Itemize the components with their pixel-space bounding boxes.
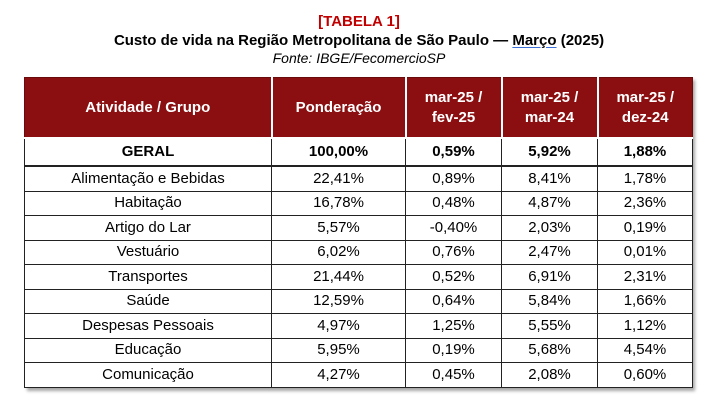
cell-mar25-mar24: 5,68% bbox=[501, 337, 598, 363]
cell-group: Alimentação e Bebidas bbox=[24, 165, 272, 192]
cell-weight: 5,57% bbox=[271, 215, 406, 241]
title-prefix: Custo de vida na Região Metropolitana de… bbox=[113, 32, 513, 49]
table-row: Comunicação 4,27% 0,45% 2,08% 0,60% bbox=[24, 362, 693, 388]
cell-group: Educação bbox=[24, 337, 272, 363]
cell-mar25-fev25: 0,52% bbox=[405, 264, 502, 290]
table-row-geral: GERAL 100,00% 0,59% 5,92% 1,88% bbox=[24, 137, 693, 167]
cell-mar25-fev25: 0,64% bbox=[405, 288, 502, 314]
cell-mar25-mar24: 8,41% bbox=[501, 165, 598, 192]
cell-mar25-dez24: 0,19% bbox=[597, 215, 693, 241]
cell-mar25-dez24: 1,66% bbox=[597, 288, 693, 314]
header-mar25-mar24: mar-25 / mar-24 bbox=[500, 77, 599, 139]
table-title: Custo de vida na Região Metropolitana de… bbox=[0, 31, 718, 50]
cell-group: Comunicação bbox=[24, 362, 272, 388]
cell-weight: 4,27% bbox=[271, 362, 406, 388]
cell-group: Transportes bbox=[24, 264, 272, 290]
cell-mar25-mar24: 5,55% bbox=[501, 313, 598, 339]
header-label: mar-25 / fev-25 bbox=[424, 88, 483, 126]
cell-group: Artigo do Lar bbox=[24, 215, 272, 241]
cell-mar25-mar24: 6,91% bbox=[501, 264, 598, 290]
table-header-row: Atividade / Grupo Ponderação mar-25 / fe… bbox=[24, 77, 693, 139]
cell-mar25-dez24: 2,31% bbox=[597, 264, 693, 290]
table-row: Alimentação e Bebidas 22,41% 0,89% 8,41%… bbox=[24, 165, 693, 192]
cell-mar25-fev25: 0,76% bbox=[405, 239, 502, 265]
header-label: Ponderação bbox=[295, 98, 382, 116]
cell-weight: 100,00% bbox=[271, 137, 406, 167]
header-label: mar-25 / dez-24 bbox=[616, 88, 675, 126]
table-row: Transportes 21,44% 0,52% 6,91% 2,31% bbox=[24, 264, 693, 290]
header-ponderacao: Ponderação bbox=[270, 77, 407, 139]
cell-mar25-dez24: 0,01% bbox=[597, 239, 693, 265]
cell-mar25-dez24: 1,78% bbox=[597, 165, 693, 192]
table-row: Vestuário 6,02% 0,76% 2,47% 0,01% bbox=[24, 239, 693, 265]
cell-mar25-dez24: 2,36% bbox=[597, 190, 693, 216]
table-row: Saúde 12,59% 0,64% 5,84% 1,66% bbox=[24, 288, 693, 314]
header-mar25-fev25: mar-25 / fev-25 bbox=[404, 77, 503, 139]
cell-mar25-dez24: 1,88% bbox=[597, 137, 693, 167]
header-atividade-grupo: Atividade / Grupo bbox=[24, 77, 273, 139]
cell-mar25-mar24: 2,03% bbox=[501, 215, 598, 241]
title-month: Março bbox=[512, 32, 557, 49]
table-caption: [TABELA 1] Custo de vida na Região Metro… bbox=[0, 12, 718, 67]
cell-mar25-dez24: 1,12% bbox=[597, 313, 693, 339]
cell-weight: 16,78% bbox=[271, 190, 406, 216]
cell-mar25-mar24: 4,87% bbox=[501, 190, 598, 216]
table-row: Despesas Pessoais 4,97% 1,25% 5,55% 1,12… bbox=[24, 313, 693, 339]
table-source: Fonte: IBGE/FecomercioSP bbox=[272, 50, 446, 66]
cell-mar25-fev25: 0,45% bbox=[405, 362, 502, 388]
cell-mar25-fev25: -0,40% bbox=[405, 215, 502, 241]
cell-weight: 5,95% bbox=[271, 337, 406, 363]
cell-weight: 22,41% bbox=[271, 165, 406, 192]
cell-group: Saúde bbox=[24, 288, 272, 314]
table-row: Educação 5,95% 0,19% 5,68% 4,54% bbox=[24, 337, 693, 363]
cost-of-living-table-container: Atividade / Grupo Ponderação mar-25 / fe… bbox=[24, 77, 693, 388]
cell-weight: 21,44% bbox=[271, 264, 406, 290]
cell-group: Despesas Pessoais bbox=[24, 313, 272, 339]
table-row: Habitação 16,78% 0,48% 4,87% 2,36% bbox=[24, 190, 693, 216]
title-suffix: (2025) bbox=[556, 32, 605, 49]
header-mar25-dez24: mar-25 / dez-24 bbox=[596, 77, 693, 139]
cell-mar25-fev25: 1,25% bbox=[405, 313, 502, 339]
cell-mar25-fev25: 0,48% bbox=[405, 190, 502, 216]
cost-of-living-table: Atividade / Grupo Ponderação mar-25 / fe… bbox=[24, 77, 693, 388]
table-row: Artigo do Lar 5,57% -0,40% 2,03% 0,19% bbox=[24, 215, 693, 241]
cell-mar25-fev25: 0,89% bbox=[405, 165, 502, 192]
cell-group: Habitação bbox=[24, 190, 272, 216]
cell-weight: 4,97% bbox=[271, 313, 406, 339]
cell-weight: 6,02% bbox=[271, 239, 406, 265]
cell-mar25-fev25: 0,59% bbox=[405, 137, 502, 167]
cell-group: Vestuário bbox=[24, 239, 272, 265]
cell-mar25-mar24: 5,92% bbox=[501, 137, 598, 167]
cell-mar25-dez24: 4,54% bbox=[597, 337, 693, 363]
header-label: Atividade / Grupo bbox=[85, 98, 211, 116]
cell-mar25-dez24: 0,60% bbox=[597, 362, 693, 388]
cell-weight: 12,59% bbox=[271, 288, 406, 314]
cell-mar25-mar24: 2,08% bbox=[501, 362, 598, 388]
header-label: mar-25 / mar-24 bbox=[520, 88, 579, 126]
cell-mar25-fev25: 0,19% bbox=[405, 337, 502, 363]
cell-mar25-mar24: 5,84% bbox=[501, 288, 598, 314]
cell-group: GERAL bbox=[24, 137, 272, 167]
table-tag: [TABELA 1] bbox=[318, 13, 400, 30]
cell-mar25-mar24: 2,47% bbox=[501, 239, 598, 265]
